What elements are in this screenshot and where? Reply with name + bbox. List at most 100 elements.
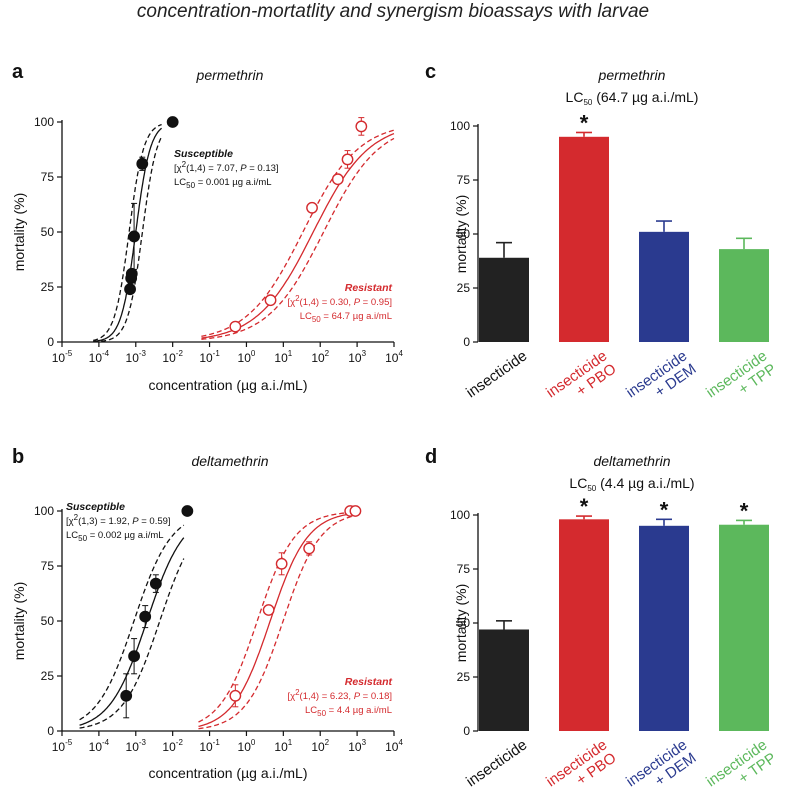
x-tick-label: 10-2	[162, 349, 183, 365]
lc-subscript: 50	[317, 709, 326, 718]
annotation-statistic: [χ2(1,4) = 0.30, P = 0.95]	[287, 294, 392, 308]
annotation-statistic: [χ2(1,4) = 7.07, P = 0.13]	[174, 160, 279, 174]
y-tick-label: 0	[47, 724, 54, 738]
fit-curve	[198, 512, 358, 728]
significance-marker: *	[580, 494, 589, 519]
annotation-statistic: [χ2(1,3) = 1.92, P = 0.59]	[66, 513, 171, 527]
y-tick-label: 0	[47, 335, 54, 349]
y-tick-label: 75	[41, 559, 55, 573]
x-tick-label: 10-3	[126, 349, 147, 365]
x-tick-label: 101	[274, 738, 292, 754]
x-tick-exponent: -2	[176, 738, 184, 747]
x-tick-label: 100	[238, 349, 256, 365]
x-tick-exponent: -5	[65, 738, 73, 747]
y-tick-label: 75	[457, 173, 471, 187]
x-tick-exponent: 1	[288, 738, 293, 747]
confidence-band-lower	[93, 123, 162, 342]
data-point	[275, 557, 288, 570]
data-point	[139, 610, 152, 623]
category-label-line1: insecticide	[463, 736, 530, 790]
y-tick-label: 25	[457, 281, 471, 295]
annotation-lc50: LC50 = 0.002 µg a.i/mL	[66, 530, 164, 543]
x-tick-exponent: 4	[398, 349, 403, 358]
bar-group: insecticide+ TPP	[703, 237, 779, 401]
bar	[559, 519, 609, 731]
y-axis-label: mortality (%)	[453, 584, 469, 663]
data-point	[229, 689, 242, 702]
x-tick-label: 103	[348, 738, 366, 754]
fit-curve	[93, 127, 163, 343]
x-tick-base: 10	[52, 740, 66, 754]
x-tick-exponent: 3	[362, 349, 367, 358]
lc-text: LC	[305, 705, 317, 716]
x-tick-label: 10-1	[199, 349, 220, 365]
annotation-lc50: LC50 = 64.7 µg a.i/mL	[300, 311, 392, 324]
y-tick-label: 25	[41, 280, 55, 294]
x-tick-exponent: 0	[251, 349, 256, 358]
bar-group: * insecticide+ PBO	[543, 110, 619, 401]
bar-group: * insecticide+ DEM	[623, 497, 699, 790]
subtitle-text: (64.7 µg a.i./mL)	[592, 89, 698, 105]
stat-superscript: 2	[74, 513, 79, 522]
panel-letter: a	[12, 61, 24, 83]
y-tick-label: 50	[41, 614, 55, 628]
lc-text: = 0.002 µg a.i/mL	[87, 530, 164, 541]
x-tick-label: 102	[311, 738, 329, 754]
data-point	[306, 201, 318, 214]
panel-title: permethrin	[196, 67, 264, 83]
x-tick-label: 10-5	[52, 349, 73, 365]
stat-p: P	[354, 691, 361, 702]
stat-superscript: 2	[295, 688, 300, 697]
x-tick-base: 10	[238, 351, 252, 365]
x-tick-exponent: -1	[213, 738, 221, 747]
stat-text: (1,4) = 6.23,	[300, 691, 354, 702]
stat-text: (1,4) = 7.07,	[186, 163, 240, 174]
data-point	[349, 505, 362, 517]
confidence-band-upper	[79, 558, 185, 729]
data-point	[125, 267, 138, 280]
y-tick-label: 50	[41, 225, 55, 239]
bar-group: insecticide	[463, 620, 530, 790]
x-tick-base: 10	[348, 740, 362, 754]
y-tick-label: 25	[457, 670, 471, 684]
bar	[479, 629, 529, 731]
stat-text: [χ	[287, 691, 295, 702]
bar	[719, 524, 769, 731]
x-tick-label: 10-5	[52, 738, 73, 754]
x-tick-exponent: -2	[176, 349, 184, 358]
panel-subtitle: LC50 (64.7 µg a.i./mL)	[566, 89, 699, 107]
x-tick-base: 10	[311, 740, 325, 754]
data-point	[331, 173, 344, 186]
lc-text: = 0.001 µg a.i/mL	[195, 177, 272, 188]
lc-text: LC	[66, 530, 78, 541]
x-tick-label: 104	[385, 349, 403, 365]
x-tick-label: 10-1	[199, 738, 220, 754]
x-tick-exponent: -4	[102, 349, 110, 358]
stat-text: (1,3) = 1.92,	[78, 516, 132, 527]
data-point	[124, 283, 136, 296]
x-axis-label: concentration (µg a.i./mL)	[148, 765, 307, 781]
confidence-band-lower	[79, 524, 185, 721]
bar	[639, 525, 689, 731]
annotation-heading: Susceptible	[66, 501, 125, 513]
annotation-lc50: LC50 = 0.001 µg a.i/mL	[174, 177, 272, 190]
y-tick-label: 0	[463, 335, 470, 349]
x-tick-exponent: -4	[102, 738, 110, 747]
x-tick-exponent: 0	[251, 738, 256, 747]
data-point	[120, 689, 133, 702]
x-tick-base: 10	[52, 351, 66, 365]
x-tick-base: 10	[274, 351, 288, 365]
x-tick-base: 10	[348, 351, 362, 365]
panel-title: deltamethrin	[191, 453, 268, 469]
significance-marker: *	[660, 497, 669, 522]
x-tick-label: 10-4	[89, 738, 110, 754]
data-point	[149, 577, 162, 590]
panel-subtitle: LC50 (4.4 µg a.i./mL)	[569, 475, 694, 493]
x-tick-base: 10	[311, 351, 325, 365]
stat-text: = 0.18]	[360, 691, 392, 702]
stat-superscript: 2	[182, 160, 187, 169]
confidence-band-upper	[198, 514, 358, 730]
data-point	[128, 650, 140, 663]
data-point	[264, 294, 277, 307]
